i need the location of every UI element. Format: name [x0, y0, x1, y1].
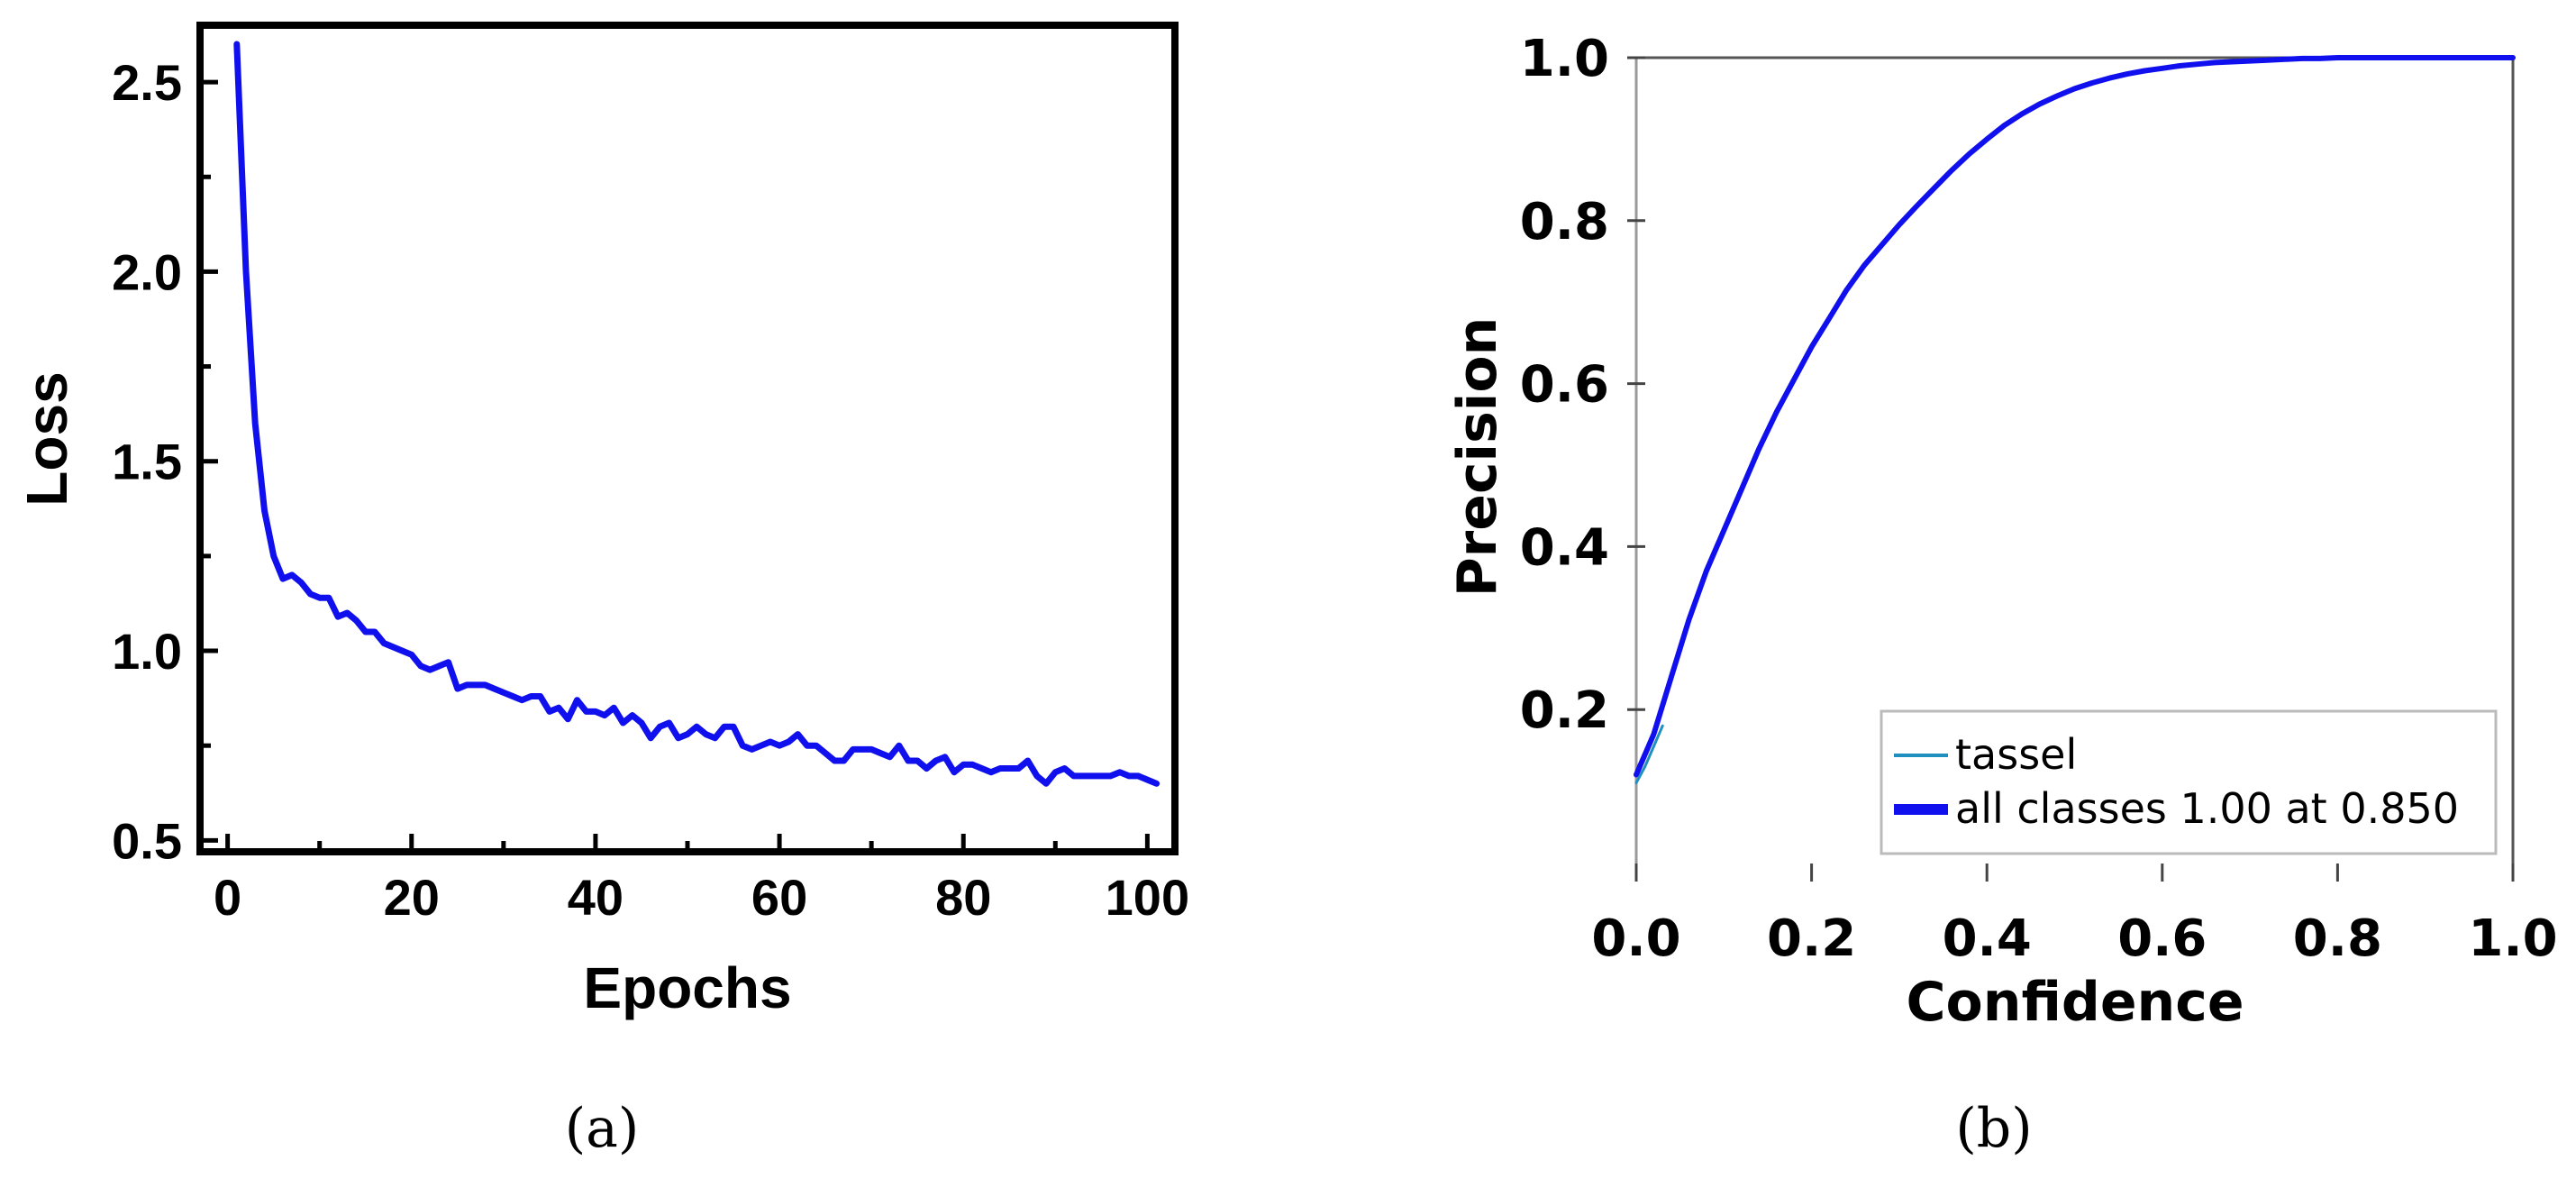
y-tick-label: 0.4 [1520, 518, 1609, 577]
series-line-1 [1634, 55, 2516, 778]
chart-a-ylabel: Loss [14, 371, 79, 506]
chart-b-ticks: 0.0 0.2 0.4 0.6 0.8 1.0 0.2 0.4 0.6 0.8 1.0 [1520, 30, 2558, 968]
y-tick-label: 0.8 [1520, 193, 1609, 251]
y-tick-label: 0.5 [112, 812, 182, 869]
y-tick-label: 2.5 [112, 54, 182, 111]
x-tick-label: 1.0 [2468, 909, 2557, 968]
x-tick-label: 80 [935, 869, 991, 926]
chart-a-panel-label: (a) [565, 1097, 640, 1160]
chart-a-ticks: 0 20 40 60 80 100 0.5 1.0 1.5 2.0 2.5 [112, 54, 1189, 926]
series-line-0 [1634, 724, 1664, 785]
x-tick-label: 0 [214, 869, 241, 926]
chart-b-panel-label: (b) [1955, 1097, 2032, 1160]
y-tick-label: 1.0 [1520, 30, 1609, 88]
loss-series-line [233, 41, 1161, 787]
chart-b-ylabel: Precision [1446, 317, 1509, 598]
legend-label-all-classes: all classes 1.00 at 0.850 [1955, 784, 2459, 833]
y-tick-label: 2.0 [112, 243, 182, 300]
chart-b: 0.0 0.2 0.4 0.6 0.8 1.0 0.2 0.4 0.6 0.8 1.0 tassel… [1446, 30, 2558, 1160]
x-tick-label: 20 [384, 869, 440, 926]
legend-box [1880, 709, 2498, 855]
x-tick-label: 0.4 [1943, 909, 2032, 968]
x-tick-label: 100 [1106, 869, 1189, 926]
chart-b-xlabel: Confidence [1906, 971, 2244, 1034]
x-tick-label: 40 [568, 869, 624, 926]
x-tick-label: 0.2 [1767, 909, 1856, 968]
legend-label-tassel: tassel [1955, 730, 2077, 779]
x-tick-label: 0.0 [1591, 909, 1680, 968]
x-tick-label: 60 [751, 869, 807, 926]
y-tick-label: 0.2 [1520, 681, 1609, 740]
x-tick-label: 0.8 [2293, 909, 2382, 968]
chart-a-plot-frame [196, 22, 1179, 855]
y-tick-label: 1.5 [112, 434, 182, 490]
chart-b-series [1634, 55, 2516, 785]
chart-b-legend: tassel all classes 1.00 at 0.850 [1880, 709, 2498, 855]
chart-a-xlabel: Epochs [583, 955, 791, 1020]
chart-a-series [233, 41, 1161, 787]
y-tick-label: 1.0 [112, 623, 182, 680]
y-tick-label: 0.6 [1520, 356, 1609, 415]
x-tick-label: 0.6 [2117, 909, 2207, 968]
